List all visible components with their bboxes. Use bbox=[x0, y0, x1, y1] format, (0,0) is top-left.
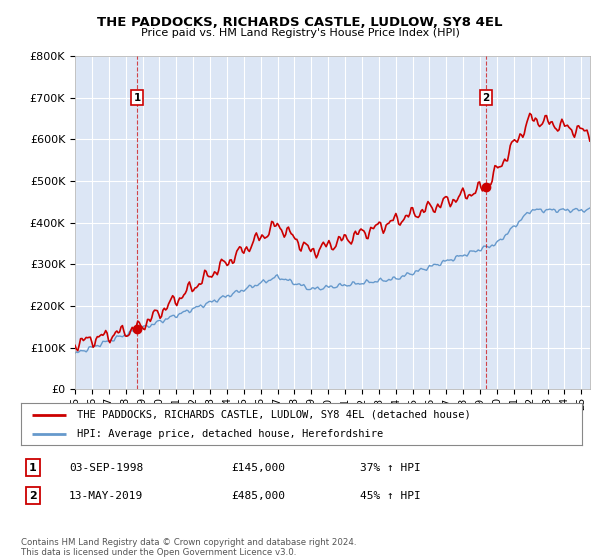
Text: 45% ↑ HPI: 45% ↑ HPI bbox=[360, 491, 421, 501]
Text: 2: 2 bbox=[29, 491, 37, 501]
Text: 1: 1 bbox=[133, 92, 140, 102]
Text: 2: 2 bbox=[482, 92, 490, 102]
Text: 13-MAY-2019: 13-MAY-2019 bbox=[69, 491, 143, 501]
Text: Price paid vs. HM Land Registry's House Price Index (HPI): Price paid vs. HM Land Registry's House … bbox=[140, 28, 460, 38]
Text: 1: 1 bbox=[29, 463, 37, 473]
Text: £145,000: £145,000 bbox=[231, 463, 285, 473]
Text: THE PADDOCKS, RICHARDS CASTLE, LUDLOW, SY8 4EL: THE PADDOCKS, RICHARDS CASTLE, LUDLOW, S… bbox=[97, 16, 503, 29]
Text: HPI: Average price, detached house, Herefordshire: HPI: Average price, detached house, Here… bbox=[77, 429, 383, 439]
Text: 03-SEP-1998: 03-SEP-1998 bbox=[69, 463, 143, 473]
Text: THE PADDOCKS, RICHARDS CASTLE, LUDLOW, SY8 4EL (detached house): THE PADDOCKS, RICHARDS CASTLE, LUDLOW, S… bbox=[77, 409, 471, 419]
Text: 37% ↑ HPI: 37% ↑ HPI bbox=[360, 463, 421, 473]
Text: £485,000: £485,000 bbox=[231, 491, 285, 501]
Text: Contains HM Land Registry data © Crown copyright and database right 2024.
This d: Contains HM Land Registry data © Crown c… bbox=[21, 538, 356, 557]
